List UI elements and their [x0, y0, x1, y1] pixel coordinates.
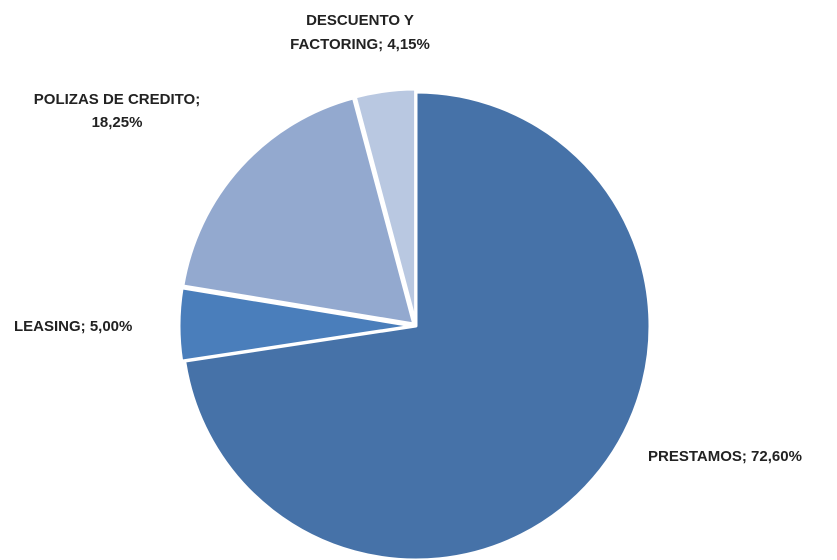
- pie-slices: [177, 87, 652, 560]
- label-polizas-line2: 18,25%: [92, 114, 143, 131]
- slice-polizas: [181, 96, 416, 326]
- label-polizas-line1: POLIZAS DE CREDITO;: [34, 91, 200, 108]
- label-descuento-line2: FACTORING; 4,15%: [290, 36, 430, 53]
- label-descuento-line1: DESCUENTO Y: [306, 12, 414, 29]
- slice-prestamos: [183, 90, 652, 560]
- label-leasing: LEASING; 5,00%: [14, 318, 132, 335]
- label-prestamos: PRESTAMOS; 72,60%: [648, 448, 802, 465]
- slice-leasing: [177, 286, 415, 363]
- slice-descuento: [353, 87, 418, 325]
